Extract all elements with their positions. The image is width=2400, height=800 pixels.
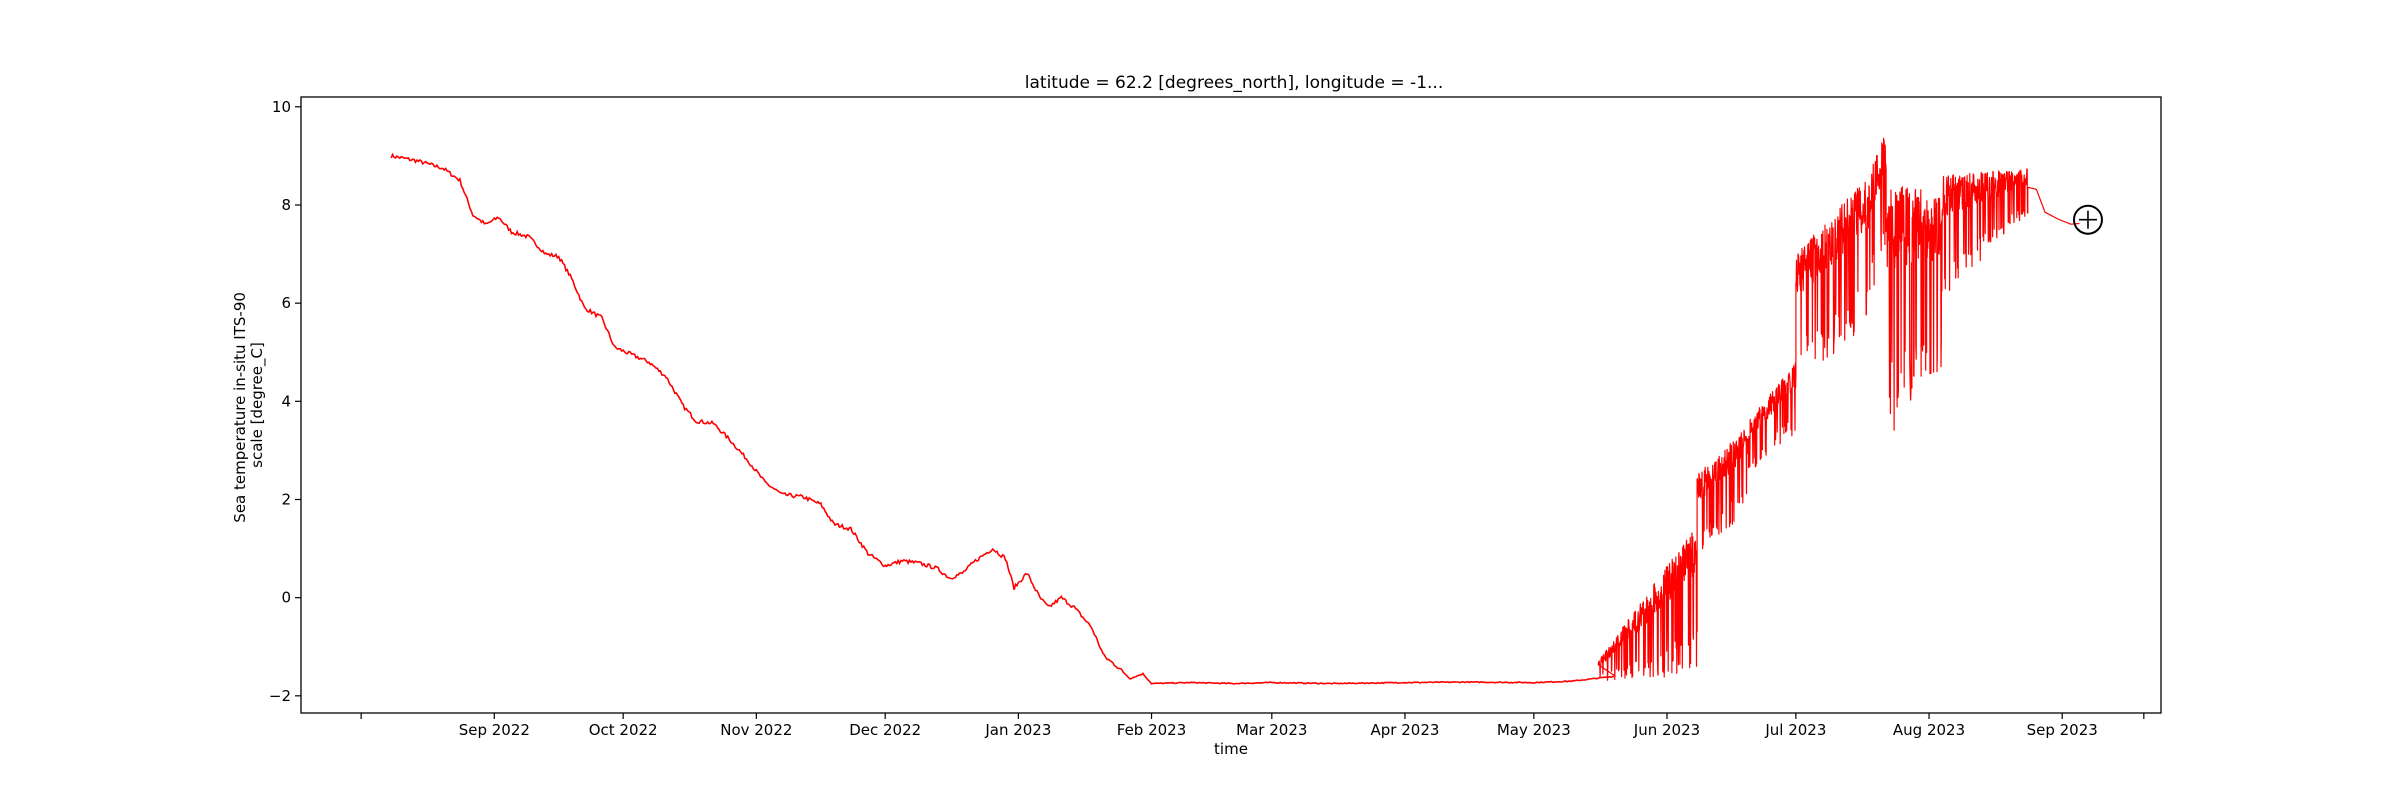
- x-tick-label: Feb 2023: [1117, 721, 1187, 739]
- x-tick-label: Jan 2023: [984, 721, 1051, 739]
- y-axis-label-line-1: Sea temperature in-situ ITS-90: [231, 292, 249, 523]
- x-tick-label: Aug 2023: [1893, 721, 1965, 739]
- y-tick-label: 8: [281, 196, 291, 214]
- y-tick-label: −2: [269, 687, 291, 705]
- y-tick-label: 6: [281, 294, 291, 312]
- x-tick-label: Sep 2023: [2027, 721, 2098, 739]
- x-axis: Sep 2022 Oct 2022 Nov 2022 Dec 2022 Jan 2023…: [360, 713, 2145, 739]
- chart-title: latitude = 62.2 [degrees_north], longitu…: [1025, 73, 1443, 93]
- x-tick-label: May 2023: [1497, 721, 1571, 739]
- x-tick-label: Jun 2023: [1633, 721, 1700, 739]
- y-axis: −2 0 2 4 6 8 10: [269, 98, 301, 705]
- cursor-ring: [2072, 204, 2103, 235]
- plot-area-frame: [300, 96, 2162, 714]
- x-axis-label: time: [1214, 740, 1248, 758]
- x-tick-label: Dec 2022: [849, 721, 921, 739]
- x-tick-label: Sep 2022: [459, 721, 530, 739]
- crosshair-cursor-icon: [2072, 204, 2103, 235]
- temperature-line-noisy: [1597, 137, 2080, 681]
- y-tick-label: 2: [281, 490, 291, 508]
- x-tick-label: Mar 2023: [1236, 721, 1307, 739]
- temperature-line-smooth: [390, 152, 1615, 685]
- y-tick-label: 4: [281, 392, 291, 410]
- y-tick-label: 10: [272, 98, 291, 116]
- x-tick-label: Oct 2022: [589, 721, 658, 739]
- x-tick-label: Apr 2023: [1371, 721, 1440, 739]
- series-layer: [390, 137, 2080, 685]
- y-tick-label: 0: [281, 589, 291, 607]
- y-axis-label: Sea temperature in-situ ITS-90 scale [de…: [231, 287, 267, 522]
- y-axis-label-line-2: scale [degree_C]: [248, 342, 267, 468]
- x-tick-label: Nov 2022: [720, 721, 792, 739]
- x-tick-label: Jul 2023: [1764, 721, 1826, 739]
